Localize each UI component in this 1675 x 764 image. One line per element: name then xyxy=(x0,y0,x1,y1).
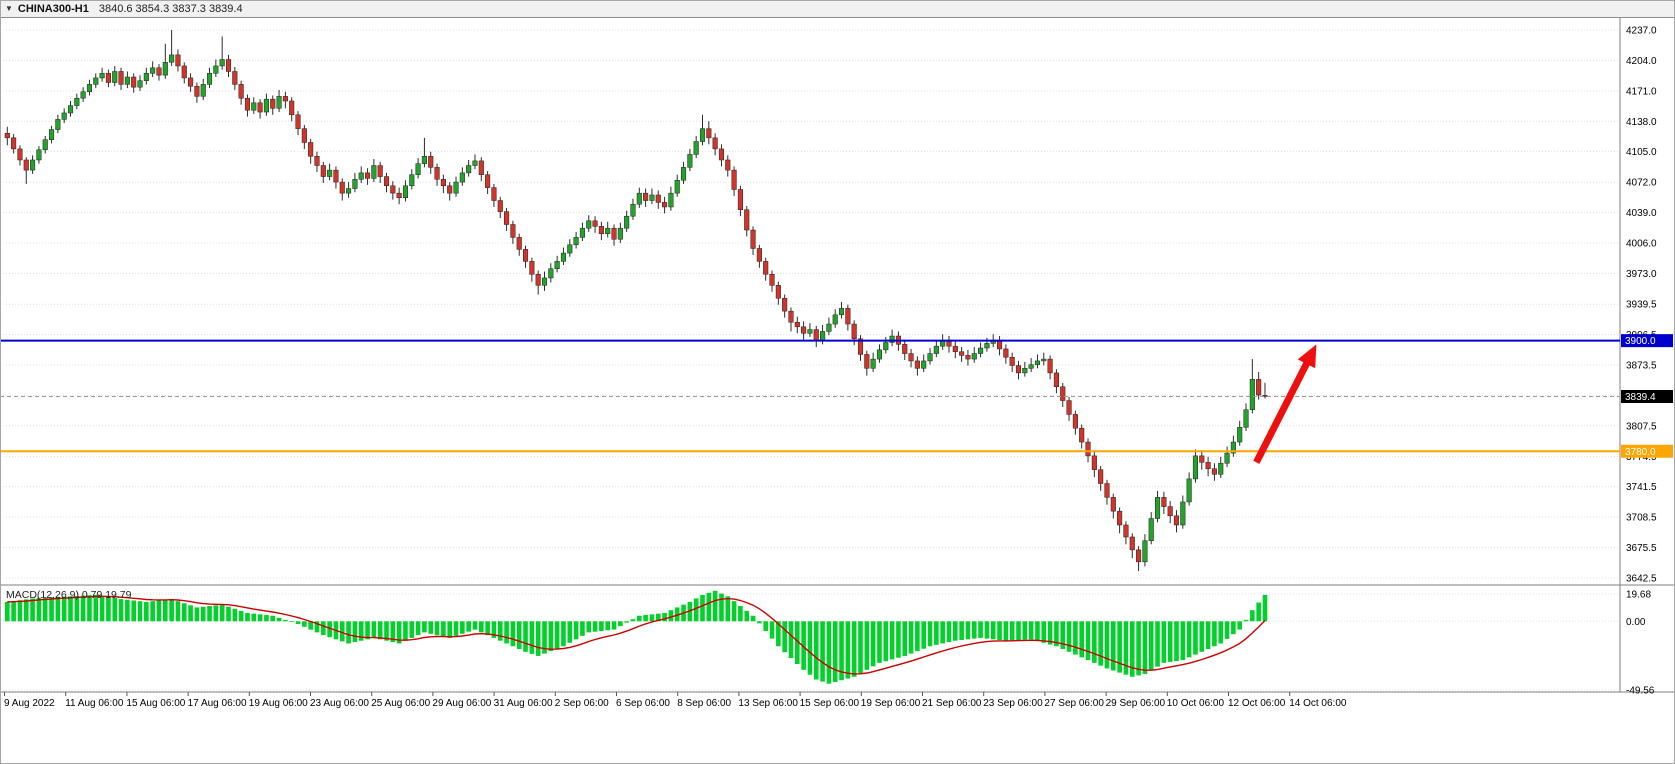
svg-text:4204.0: 4204.0 xyxy=(1626,56,1657,67)
svg-text:15 Aug 06:00: 15 Aug 06:00 xyxy=(126,698,185,709)
svg-text:12 Oct 06:00: 12 Oct 06:00 xyxy=(1228,698,1286,709)
svg-text:11 Aug 06:00: 11 Aug 06:00 xyxy=(65,698,124,709)
svg-text:29 Sep 06:00: 29 Sep 06:00 xyxy=(1106,698,1166,709)
svg-text:3839.4: 3839.4 xyxy=(1625,392,1656,403)
svg-text:4237.0: 4237.0 xyxy=(1626,26,1657,37)
indicator-label: MACD(12,26,9) 0.79 19.79 xyxy=(6,589,132,601)
svg-text:13 Sep 06:00: 13 Sep 06:00 xyxy=(738,698,798,709)
svg-text:-49.56: -49.56 xyxy=(1626,686,1655,697)
svg-text:23 Sep 06:00: 23 Sep 06:00 xyxy=(983,698,1043,709)
annotation-arrow[interactable] xyxy=(1253,344,1317,464)
svg-text:3873.5: 3873.5 xyxy=(1626,361,1657,372)
level-bid-price-line[interactable]: 3839.4 xyxy=(0,390,1673,404)
svg-text:3708.5: 3708.5 xyxy=(1626,513,1657,524)
svg-text:MACD(12,26,9) 0.79 19.79: MACD(12,26,9) 0.79 19.79 xyxy=(6,589,132,601)
svg-text:4039.0: 4039.0 xyxy=(1626,208,1657,219)
macd-histogram xyxy=(5,590,1268,684)
svg-text:23 Aug 06:00: 23 Aug 06:00 xyxy=(310,698,369,709)
svg-text:21 Sep 06:00: 21 Sep 06:00 xyxy=(922,698,982,709)
svg-text:4072.0: 4072.0 xyxy=(1626,178,1657,189)
level-resistance-line[interactable]: 3900.0 xyxy=(0,334,1673,348)
svg-text:19 Sep 06:00: 19 Sep 06:00 xyxy=(861,698,921,709)
svg-text:3642.5: 3642.5 xyxy=(1626,574,1657,585)
svg-text:10 Oct 06:00: 10 Oct 06:00 xyxy=(1167,698,1225,709)
svg-text:0.00: 0.00 xyxy=(1626,617,1646,628)
svg-text:4105.0: 4105.0 xyxy=(1626,147,1657,158)
pane-separators xyxy=(0,584,1675,693)
symbol-dropdown-icon[interactable]: ▼ xyxy=(5,4,13,13)
time-axis[interactable]: 9 Aug 2022 11 Aug 06:00 15 Aug 06:00 17 Aug… xyxy=(4,692,1347,709)
svg-text:17 Aug 06:00: 17 Aug 06:00 xyxy=(188,698,247,709)
svg-text:19.68: 19.68 xyxy=(1626,589,1651,600)
svg-text:29 Aug 06:00: 29 Aug 06:00 xyxy=(432,698,491,709)
macd-signal-line xyxy=(7,595,1266,675)
svg-text:25 Aug 06:00: 25 Aug 06:00 xyxy=(371,698,430,709)
svg-text:19 Aug 06:00: 19 Aug 06:00 xyxy=(249,698,308,709)
svg-text:4171.0: 4171.0 xyxy=(1626,86,1657,97)
svg-text:4138.0: 4138.0 xyxy=(1626,117,1657,128)
svg-text:3939.5: 3939.5 xyxy=(1626,300,1657,311)
symbol-title: CHINA300-H1 xyxy=(17,2,89,15)
svg-text:6 Sep 06:00: 6 Sep 06:00 xyxy=(616,698,670,709)
svg-text:4006.0: 4006.0 xyxy=(1626,238,1657,249)
svg-text:3741.5: 3741.5 xyxy=(1626,482,1657,493)
svg-text:3900.0: 3900.0 xyxy=(1625,336,1656,347)
svg-text:3675.5: 3675.5 xyxy=(1626,543,1657,554)
svg-text:3780.0: 3780.0 xyxy=(1625,447,1656,458)
svg-text:3807.5: 3807.5 xyxy=(1626,421,1657,432)
svg-text:15 Sep 06:00: 15 Sep 06:00 xyxy=(800,698,860,709)
svg-text:14 Oct 06:00: 14 Oct 06:00 xyxy=(1289,698,1347,709)
candles-layer[interactable] xyxy=(4,30,1268,572)
svg-text:2 Sep 06:00: 2 Sep 06:00 xyxy=(555,698,609,709)
svg-text:3973.0: 3973.0 xyxy=(1626,269,1657,280)
svg-text:27 Sep 06:00: 27 Sep 06:00 xyxy=(1044,698,1104,709)
chart-header: ▼ CHINA300-H1 3840.6 3854.3 3837.3 3839.… xyxy=(0,0,1675,18)
svg-text:8 Sep 06:00: 8 Sep 06:00 xyxy=(677,698,731,709)
level-support-line[interactable]: 3780.0 xyxy=(0,444,1673,458)
svg-text:9 Aug 2022: 9 Aug 2022 xyxy=(4,698,55,709)
ohlc-quote: 3840.6 3854.3 3837.3 3839.4 xyxy=(98,2,243,15)
svg-text:31 Aug 06:00: 31 Aug 06:00 xyxy=(494,698,553,709)
chart-canvas[interactable]: 4237.0 4204.0 4171.0 4138.0 4105.0 4072.0 4039… xyxy=(0,18,1675,764)
